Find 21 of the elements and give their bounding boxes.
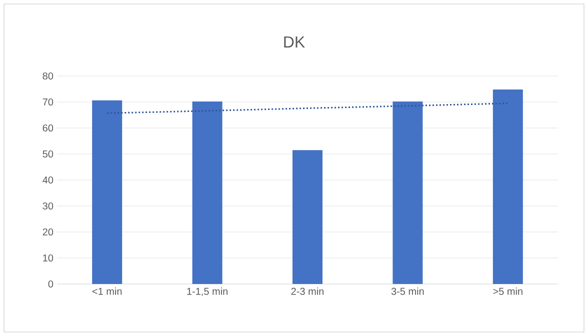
x-tick-label: 3-5 min	[391, 288, 424, 295]
x-tick-label: <1 min	[92, 288, 122, 295]
bar	[492, 90, 523, 284]
bar	[92, 100, 122, 284]
chart-title: DK	[284, 36, 305, 48]
bar	[292, 150, 323, 284]
y-tick-label: 60	[42, 124, 54, 132]
y-tick-label: 20	[42, 228, 54, 236]
x-tick-label: >5 min	[493, 288, 522, 295]
y-tick-label: 0	[48, 280, 54, 288]
y-tick-label: 40	[42, 176, 54, 184]
bar	[192, 101, 222, 284]
y-tick-label: 30	[42, 202, 54, 210]
y-tick-label: 50	[42, 150, 54, 158]
line-series	[106, 102, 509, 114]
y-tick-label: 80	[42, 72, 54, 80]
y-tick-label: 10	[43, 254, 54, 262]
x-tick-label: 2-3 min	[291, 288, 324, 295]
y-tick-label: 70	[42, 98, 54, 106]
x-tick-label: 1-1,5 min	[187, 288, 228, 296]
bar	[392, 101, 423, 284]
